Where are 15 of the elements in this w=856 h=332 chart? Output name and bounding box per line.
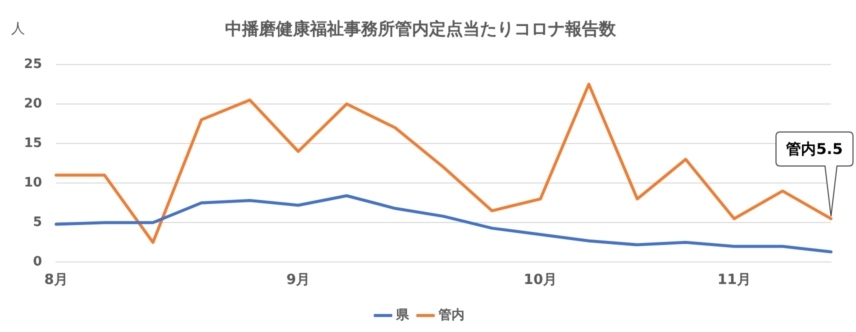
y-tick-label: 10 xyxy=(24,175,42,190)
y-tick-label: 15 xyxy=(24,136,42,151)
y-tick-label: 0 xyxy=(33,254,42,270)
legend-label: 県 xyxy=(395,308,410,323)
y-tick-label: 20 xyxy=(24,96,42,112)
x-tick-label: 10月 xyxy=(524,272,558,288)
y-tick-label: 5 xyxy=(33,215,42,230)
y-axis-title: 人 xyxy=(11,21,25,38)
x-tick-label: 9月 xyxy=(286,272,310,288)
annotation: 管内5.5 xyxy=(785,138,844,160)
legend-label: 管内 xyxy=(438,308,464,323)
x-tick-label: 8月 xyxy=(44,272,68,288)
chart-title: 中播磨健康福祉事務所管内定点当たりコロナ報告数 xyxy=(225,20,617,40)
x-tick-label: 11月 xyxy=(717,272,751,288)
y-tick-label: 25 xyxy=(24,56,42,72)
